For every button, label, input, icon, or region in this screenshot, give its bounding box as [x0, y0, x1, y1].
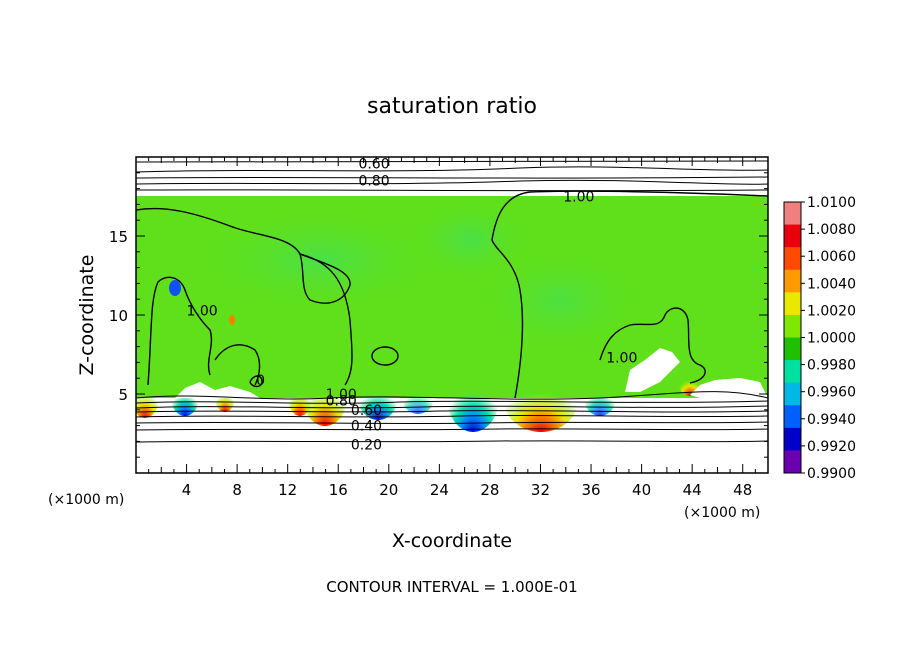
- x-tick-label: 4: [182, 481, 192, 499]
- x-tick-label: 40: [632, 481, 651, 499]
- contour-label: 0.80: [326, 393, 357, 409]
- upper-contour-lines: [136, 160, 768, 192]
- field-blob: [229, 315, 235, 325]
- x-tick-label: 24: [430, 481, 449, 499]
- x-tick-label: 12: [278, 481, 297, 499]
- colorbar-label: 1.0040: [807, 276, 856, 292]
- contour-label: 1.00: [326, 387, 357, 403]
- lower-contour-lines: [136, 391, 768, 443]
- colorbar-label: 1.0000: [807, 331, 856, 347]
- colorbar-label: 1.0020: [807, 303, 856, 319]
- colorbar-swatch: [784, 269, 801, 293]
- colorbar-swatch: [784, 292, 801, 316]
- y-axis-label: Z-coordinate: [76, 255, 98, 376]
- field-blob: [402, 382, 434, 414]
- colorbar-swatch: [784, 314, 801, 338]
- contour-label: 1.00: [606, 351, 637, 367]
- x-tick-label: 32: [531, 481, 550, 499]
- colorbar-label: 0.9980: [807, 358, 856, 374]
- colorbar: 1.0100 1.0080 1.0060 1.0040 1.0020 1.0000 0.99…: [783, 195, 856, 482]
- colorbar-label: 0.9940: [807, 412, 856, 428]
- y-tick-label: 5: [118, 386, 128, 404]
- colorbar-label: 0.9920: [807, 439, 856, 455]
- saturation-contours: [136, 190, 768, 399]
- x-tick-label: 16: [329, 481, 348, 499]
- x-tick-label: 36: [581, 481, 600, 499]
- x-axis-ticks: 4 8 12 16 20 24 28 32 36 40 44 48: [148, 157, 756, 499]
- colorbar-swatch: [784, 450, 801, 474]
- plot-area: [136, 157, 768, 473]
- contour-label: 0.60: [358, 156, 389, 172]
- z-unit-label: (×1000 m): [48, 492, 124, 508]
- contour-label: 0.20: [351, 438, 382, 454]
- colorbar-label: 0.9960: [807, 385, 856, 401]
- field-subsaturated-patch: [175, 382, 260, 398]
- contour-label: 0.80: [358, 174, 389, 190]
- field-blob: [358, 376, 398, 420]
- colorbar-swatch: [784, 405, 801, 429]
- colorbar-label: 1.0060: [807, 249, 856, 265]
- colorbar-swatch: [784, 224, 801, 248]
- y-tick-label: 10: [109, 307, 128, 325]
- y-tick-label: 15: [109, 228, 128, 246]
- contour-label: 1.00: [563, 190, 594, 206]
- chart-title: saturation ratio: [367, 94, 537, 119]
- colorbar-swatch: [784, 202, 801, 226]
- field-blob: [503, 364, 579, 432]
- x-tick-label: 20: [379, 481, 398, 499]
- contour-label: 0.60: [351, 403, 382, 419]
- colorbar-label: 0.9900: [807, 466, 856, 482]
- colorbar-swatch: [784, 247, 801, 271]
- x-unit-label: (×1000 m): [684, 505, 760, 521]
- colorbar-swatch: [784, 360, 801, 384]
- colorbar-swatch: [784, 427, 801, 451]
- x-tick-label: 48: [733, 481, 752, 499]
- x-tick-label: 44: [683, 481, 702, 499]
- colorbar-label: 1.0100: [807, 195, 856, 211]
- field-subsaturated-patch: [625, 348, 680, 392]
- x-tick-label: 8: [232, 481, 242, 499]
- y-axis-ticks: 5 10 15: [109, 172, 768, 458]
- contour-label: 0: [256, 373, 265, 389]
- colorbar-label: 1.0080: [807, 222, 856, 238]
- x-axis-label: X-coordinate: [392, 530, 512, 552]
- field-blob: [169, 280, 181, 296]
- contour-label: 1.00: [187, 303, 218, 319]
- colorbar-swatch: [784, 382, 801, 406]
- field-subsaturated-patch: [690, 378, 768, 398]
- x-tick-label: 28: [480, 481, 499, 499]
- contour-label: 0.40: [351, 419, 382, 435]
- colorbar-swatch: [784, 337, 801, 361]
- contour-labels: 0.600.801.001.001.0001.000.800.600.400.2…: [187, 156, 638, 454]
- contour-interval-note: CONTOUR INTERVAL = 1.000E-01: [326, 578, 577, 596]
